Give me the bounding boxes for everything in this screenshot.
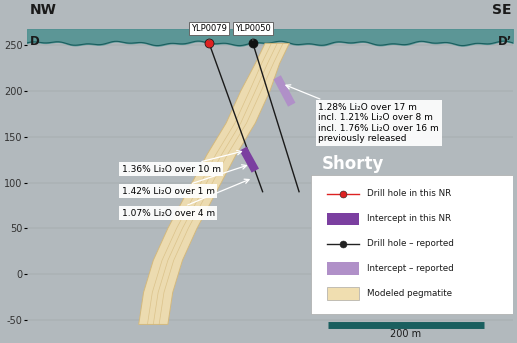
Text: D: D — [29, 35, 39, 48]
Text: D’: D’ — [497, 35, 512, 48]
Text: Modeled pegmatite: Modeled pegmatite — [367, 288, 452, 298]
Text: Drill hole – reported: Drill hole – reported — [367, 239, 454, 248]
Text: YLP0050: YLP0050 — [235, 24, 271, 40]
FancyBboxPatch shape — [327, 262, 359, 275]
Text: Shorty: Shorty — [321, 155, 384, 173]
Text: NW: NW — [29, 3, 56, 17]
Text: 1.28% Li₂O over 17 m
incl. 1.21% Li₂O over 8 m
incl. 1.76% Li₂O over 16 m
previo: 1.28% Li₂O over 17 m incl. 1.21% Li₂O ov… — [286, 85, 439, 143]
Text: SE: SE — [492, 3, 512, 17]
FancyBboxPatch shape — [311, 175, 513, 314]
Text: Drill hole in this NR: Drill hole in this NR — [367, 189, 451, 199]
Text: 200 m: 200 m — [390, 329, 421, 339]
Text: 1.36% Li₂O over 10 m: 1.36% Li₂O over 10 m — [121, 151, 241, 174]
Text: 1.07% Li₂O over 4 m: 1.07% Li₂O over 4 m — [121, 179, 249, 217]
Text: Intercept in this NR: Intercept in this NR — [367, 214, 451, 223]
FancyBboxPatch shape — [327, 287, 359, 300]
Polygon shape — [139, 43, 290, 324]
Text: Intercept – reported: Intercept – reported — [367, 264, 454, 273]
Text: 1.42% Li₂O over 1 m: 1.42% Li₂O over 1 m — [121, 165, 247, 196]
Text: YLP0079: YLP0079 — [191, 24, 227, 40]
FancyBboxPatch shape — [327, 213, 359, 225]
